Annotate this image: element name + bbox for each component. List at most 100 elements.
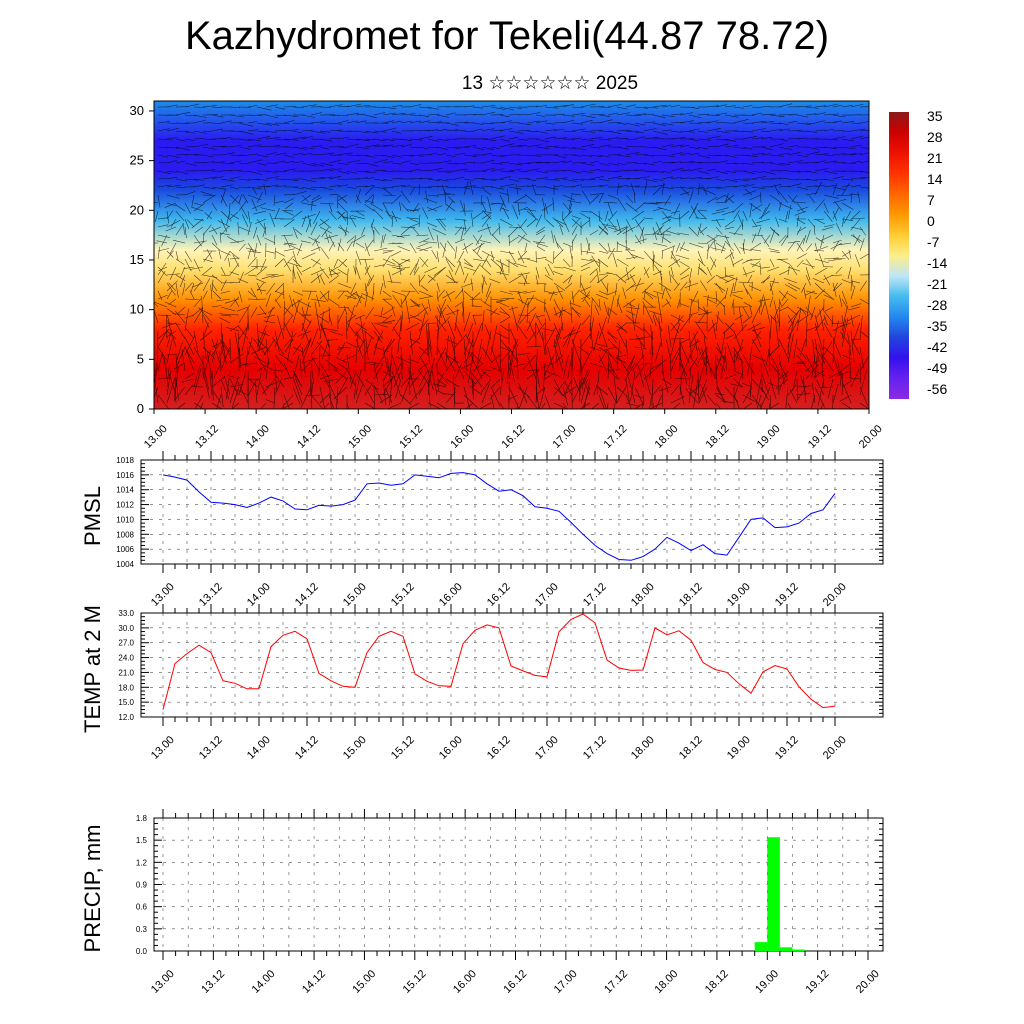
- wind-barb: [391, 112, 406, 116]
- wind-barb: [265, 293, 271, 308]
- wind-barb: [602, 346, 618, 351]
- wind-barb: [841, 216, 845, 228]
- wind-barb: [615, 325, 627, 332]
- wind-barb: [220, 189, 226, 204]
- wind-barb: [321, 323, 330, 348]
- wind-barb: [580, 369, 589, 388]
- wind-barb: [814, 386, 825, 408]
- wind-barb: [699, 226, 708, 234]
- wind-barb: [357, 338, 366, 353]
- wind-barb: [553, 338, 558, 368]
- wind-barb: [166, 329, 173, 348]
- wind-barb: [670, 335, 677, 356]
- wind-barb: [389, 346, 393, 377]
- wind-barb: [283, 306, 293, 316]
- wind-barb: [427, 298, 431, 312]
- wind-barb: [724, 114, 739, 118]
- wind-barb: [697, 298, 700, 312]
- wind-barb: [508, 114, 520, 116]
- wind-barb: [360, 316, 366, 348]
- wind-barb: [364, 144, 380, 148]
- wind-barb: [821, 363, 825, 388]
- wind-barb: [796, 392, 811, 396]
- wind-barb: [625, 104, 636, 108]
- wind-barb: [526, 185, 537, 188]
- wind-barb: [355, 130, 370, 134]
- wind-barb: [553, 160, 566, 164]
- wind-barb: [481, 212, 492, 220]
- wind-barb: [454, 218, 467, 221]
- wind-barb: [796, 360, 809, 364]
- wind-barb: [251, 346, 267, 355]
- wind-barb: [229, 296, 240, 308]
- wind-barb: [350, 282, 357, 294]
- wind-barb: [436, 153, 447, 156]
- wind-barb: [355, 194, 361, 204]
- x-tick-label: 19.00: [725, 734, 753, 762]
- x-tick-label: 13.00: [149, 968, 177, 996]
- wind-barb: [796, 186, 809, 190]
- wind-barb: [319, 218, 332, 229]
- wind-barb: [364, 242, 370, 257]
- wind-barb: [373, 106, 386, 108]
- wind-barb: [547, 263, 555, 276]
- wind-barb: [616, 130, 632, 132]
- wind-barb: [481, 128, 495, 132]
- wind-barb: [857, 191, 861, 204]
- wind-barb: [284, 338, 294, 353]
- wind-barb: [673, 282, 681, 291]
- wind-barb: [760, 207, 767, 220]
- wind-barb: [823, 274, 831, 286]
- wind-barb: [436, 290, 439, 302]
- wind-barb: [463, 181, 469, 196]
- wind-barb: [409, 314, 422, 322]
- wind-barb: [666, 216, 681, 220]
- wind-barb: [586, 237, 591, 252]
- wind-barb: [589, 193, 605, 196]
- wind-barb: [438, 304, 447, 324]
- wind-barb: [536, 226, 546, 234]
- wind-barb: [206, 352, 213, 380]
- wind-barb: [580, 362, 583, 390]
- wind-barb: [184, 258, 192, 272]
- wind-barb: [499, 114, 510, 118]
- wind-barb: [535, 130, 548, 134]
- wind-barb: [715, 346, 726, 361]
- wind-barb: [832, 258, 846, 260]
- wind-barb: [553, 146, 565, 149]
- wind-barb: [739, 247, 753, 252]
- wind-barb: [634, 176, 650, 180]
- x-tick-label: 16.12: [485, 734, 513, 762]
- wind-barb: [634, 192, 636, 204]
- wind-barb: [292, 355, 300, 380]
- x-tick-label: 19.12: [773, 734, 801, 762]
- wind-barb: [274, 170, 288, 172]
- wind-barb: [487, 196, 492, 212]
- wind-barb: [445, 203, 456, 212]
- wind-barb: [562, 146, 577, 150]
- wind-barb: [607, 248, 615, 260]
- wind-barb: [607, 402, 609, 410]
- wind-barb: [535, 381, 538, 404]
- wind-barb: [625, 185, 640, 188]
- wind-barb: [292, 226, 298, 239]
- wind-barb: [598, 298, 601, 311]
- wind-barb: [297, 242, 303, 256]
- wind-barb: [669, 353, 672, 380]
- wind-barb: [418, 169, 430, 172]
- wind-barb: [516, 402, 519, 410]
- wind-barb: [567, 200, 582, 204]
- wind-barb: [169, 242, 177, 254]
- wind-barb: [544, 136, 556, 140]
- wind-barb: [469, 385, 483, 396]
- wind-barb: [535, 138, 550, 143]
- wind-barb: [598, 144, 612, 148]
- wind-barb: [553, 218, 567, 226]
- wind-barb: [407, 314, 420, 319]
- wind-barb: [301, 252, 316, 260]
- wind-barb: [427, 138, 440, 142]
- wind-barb: [589, 210, 603, 220]
- wind-barb: [655, 394, 663, 410]
- wind-barb: [355, 177, 368, 180]
- wind-barb: [688, 190, 694, 204]
